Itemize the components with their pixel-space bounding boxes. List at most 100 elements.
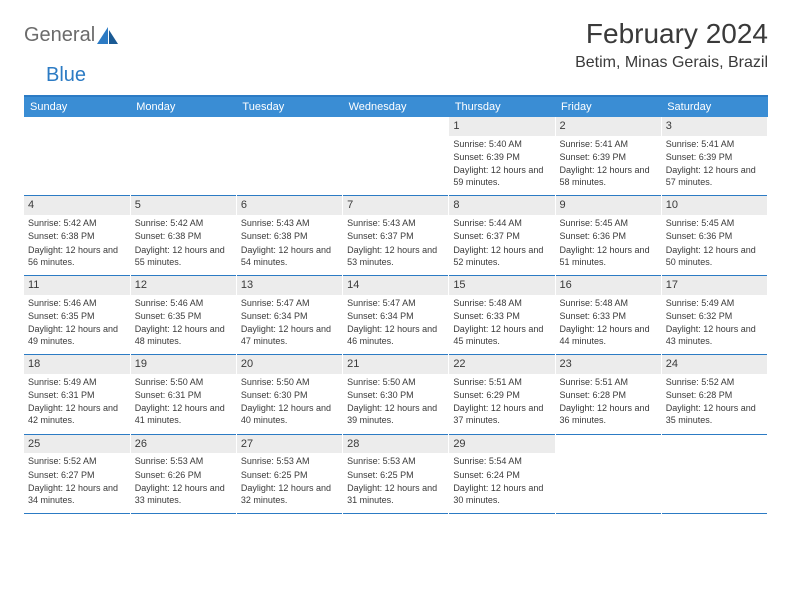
day-header: Monday bbox=[130, 96, 236, 117]
sunrise-text: Sunrise: 5:51 AM bbox=[453, 376, 550, 388]
sunset-text: Sunset: 6:32 PM bbox=[666, 310, 763, 322]
calendar-cell: 3 Sunrise: 5:41 AMSunset: 6:39 PMDaylight… bbox=[661, 117, 767, 196]
sunset-text: Sunset: 6:34 PM bbox=[241, 310, 338, 322]
sunrise-text: Sunrise: 5:52 AM bbox=[666, 376, 763, 388]
daylight-text: Daylight: 12 hours and 32 minutes. bbox=[241, 482, 338, 506]
sunrise-text: Sunrise: 5:51 AM bbox=[560, 376, 657, 388]
calendar-cell: 4Sunrise: 5:42 AMSunset: 6:38 PMDaylight… bbox=[24, 196, 130, 275]
day-header: Saturday bbox=[661, 96, 767, 117]
calendar-cell: 15Sunrise: 5:48 AMSunset: 6:33 PMDayligh… bbox=[449, 275, 555, 354]
day-number: 5 bbox=[131, 196, 236, 215]
calendar-cell: 16 Sunrise: 5:48 AMSunset: 6:33 PMDayligh… bbox=[555, 275, 661, 354]
sunrise-text: Sunrise: 5:53 AM bbox=[135, 455, 232, 467]
calendar-cell bbox=[555, 434, 661, 513]
calendar-cell: 28Sunrise: 5:53 AMSunset: 6:25 PMDayligh… bbox=[343, 434, 449, 513]
day-number: 15 bbox=[449, 276, 554, 295]
cell-details: Sunrise: 5:41 AMSunset: 6:39 PMDaylight:… bbox=[666, 138, 763, 189]
daylight-text: Daylight: 12 hours and 45 minutes. bbox=[453, 323, 550, 347]
calendar-cell: 2Sunrise: 5:41 AMSunset: 6:39 PMDaylight… bbox=[555, 117, 661, 196]
calendar-cell: 7Sunrise: 5:43 AMSunset: 6:37 PMDaylight… bbox=[343, 196, 449, 275]
calendar-page: General February 2024 Betim, Minas Gerai… bbox=[0, 0, 792, 532]
sunset-text: Sunset: 6:30 PM bbox=[241, 389, 338, 401]
daylight-text: Daylight: 12 hours and 48 minutes. bbox=[135, 323, 232, 347]
day-number: 11 bbox=[24, 276, 130, 295]
daylight-text: Daylight: 12 hours and 56 minutes. bbox=[28, 244, 126, 268]
daylight-text: Daylight: 12 hours and 39 minutes. bbox=[347, 402, 444, 426]
logo: General bbox=[24, 24, 121, 47]
day-number: 26 bbox=[131, 435, 236, 454]
sunset-text: Sunset: 6:36 PM bbox=[560, 230, 657, 242]
day-number: 6 bbox=[237, 196, 342, 215]
cell-details: Sunrise: 5:44 AMSunset: 6:37 PMDaylight:… bbox=[453, 217, 550, 268]
sunrise-text: Sunrise: 5:41 AM bbox=[666, 138, 763, 150]
calendar-cell: 11Sunrise: 5:46 AMSunset: 6:35 PMDayligh… bbox=[24, 275, 130, 354]
cell-details: Sunrise: 5:47 AMSunset: 6:34 PMDaylight:… bbox=[347, 297, 444, 348]
title-block: February 2024 Betim, Minas Gerais, Brazi… bbox=[575, 18, 768, 72]
sunset-text: Sunset: 6:25 PM bbox=[347, 469, 444, 481]
cell-details: Sunrise: 5:42 AMSunset: 6:38 PMDaylight:… bbox=[135, 217, 232, 268]
sunrise-text: Sunrise: 5:47 AM bbox=[347, 297, 444, 309]
calendar-cell: 6 Sunrise: 5:43 AMSunset: 6:38 PMDaylight… bbox=[236, 196, 342, 275]
calendar-cell: 13Sunrise: 5:47 AMSunset: 6:34 PMDayligh… bbox=[236, 275, 342, 354]
daylight-text: Daylight: 12 hours and 54 minutes. bbox=[241, 244, 338, 268]
day-number: 16 bbox=[556, 276, 661, 295]
cell-details: Sunrise: 5:53 AMSunset: 6:26 PMDaylight:… bbox=[135, 455, 232, 506]
calendar-week: 1Sunrise: 5:40 AMSunset: 6:39 PMDaylight… bbox=[24, 117, 768, 196]
day-number: 14 bbox=[343, 276, 448, 295]
location-text: Betim, Minas Gerais, Brazil bbox=[575, 54, 768, 72]
sunrise-text: Sunrise: 5:44 AM bbox=[453, 217, 550, 229]
day-number: 27 bbox=[237, 435, 342, 454]
sunset-text: Sunset: 6:39 PM bbox=[453, 151, 550, 163]
calendar-table: SundayMondayTuesdayWednesdayThursdayFrid… bbox=[24, 95, 768, 514]
daylight-text: Daylight: 12 hours and 46 minutes. bbox=[347, 323, 444, 347]
sunset-text: Sunset: 6:31 PM bbox=[28, 389, 126, 401]
calendar-week: 18 Sunrise: 5:49 AMSunset: 6:31 PMDayligh… bbox=[24, 355, 768, 434]
calendar-cell: 29Sunrise: 5:54 AMSunset: 6:24 PMDayligh… bbox=[449, 434, 555, 513]
calendar-cell: 24Sunrise: 5:52 AMSunset: 6:28 PMDayligh… bbox=[661, 355, 767, 434]
cell-details: Sunrise: 5:43 AMSunset: 6:38 PMDaylight:… bbox=[241, 217, 338, 268]
day-header: Thursday bbox=[449, 96, 555, 117]
sunset-text: Sunset: 6:24 PM bbox=[453, 469, 550, 481]
sunrise-text: Sunrise: 5:52 AM bbox=[28, 455, 126, 467]
calendar-cell: 20Sunrise: 5:50 AMSunset: 6:30 PMDayligh… bbox=[236, 355, 342, 434]
day-number: 3 bbox=[662, 117, 767, 136]
sunrise-text: Sunrise: 5:48 AM bbox=[560, 297, 657, 309]
sunrise-text: Sunrise: 5:46 AM bbox=[28, 297, 126, 309]
sunrise-text: Sunrise: 5:49 AM bbox=[666, 297, 763, 309]
day-number: 22 bbox=[449, 355, 554, 374]
cell-details: Sunrise: 5:48 AMSunset: 6:33 PMDaylight:… bbox=[560, 297, 657, 348]
sunrise-text: Sunrise: 5:53 AM bbox=[347, 455, 444, 467]
daylight-text: Daylight: 12 hours and 41 minutes. bbox=[135, 402, 232, 426]
day-number: 13 bbox=[237, 276, 342, 295]
sunset-text: Sunset: 6:36 PM bbox=[666, 230, 763, 242]
sunrise-text: Sunrise: 5:43 AM bbox=[241, 217, 338, 229]
calendar-head: SundayMondayTuesdayWednesdayThursdayFrid… bbox=[24, 96, 768, 117]
sunrise-text: Sunrise: 5:50 AM bbox=[347, 376, 444, 388]
calendar-cell bbox=[236, 117, 342, 196]
day-number: 24 bbox=[662, 355, 767, 374]
calendar-cell: 18 Sunrise: 5:49 AMSunset: 6:31 PMDayligh… bbox=[24, 355, 130, 434]
day-header-row: SundayMondayTuesdayWednesdayThursdayFrid… bbox=[24, 96, 768, 117]
day-number: 29 bbox=[449, 435, 554, 454]
day-number: 7 bbox=[343, 196, 448, 215]
daylight-text: Daylight: 12 hours and 42 minutes. bbox=[28, 402, 126, 426]
calendar-cell: 21Sunrise: 5:50 AMSunset: 6:30 PMDayligh… bbox=[343, 355, 449, 434]
daylight-text: Daylight: 12 hours and 40 minutes. bbox=[241, 402, 338, 426]
cell-details: Sunrise: 5:53 AMSunset: 6:25 PMDaylight:… bbox=[347, 455, 444, 506]
day-number: 18 bbox=[24, 355, 130, 374]
daylight-text: Daylight: 12 hours and 36 minutes. bbox=[560, 402, 657, 426]
cell-details: Sunrise: 5:49 AMSunset: 6:31 PMDaylight:… bbox=[28, 376, 126, 427]
cell-details: Sunrise: 5:51 AMSunset: 6:28 PMDaylight:… bbox=[560, 376, 657, 427]
cell-details: Sunrise: 5:53 AMSunset: 6:25 PMDaylight:… bbox=[241, 455, 338, 506]
sunset-text: Sunset: 6:34 PM bbox=[347, 310, 444, 322]
day-header: Wednesday bbox=[343, 96, 449, 117]
calendar-cell: 27Sunrise: 5:53 AMSunset: 6:25 PMDayligh… bbox=[236, 434, 342, 513]
cell-details: Sunrise: 5:52 AMSunset: 6:27 PMDaylight:… bbox=[28, 455, 126, 506]
sunset-text: Sunset: 6:25 PM bbox=[241, 469, 338, 481]
calendar-week: 11Sunrise: 5:46 AMSunset: 6:35 PMDayligh… bbox=[24, 275, 768, 354]
calendar-cell bbox=[343, 117, 449, 196]
calendar-week: 25Sunrise: 5:52 AMSunset: 6:27 PMDayligh… bbox=[24, 434, 768, 513]
calendar-cell: 14 Sunrise: 5:47 AMSunset: 6:34 PMDayligh… bbox=[343, 275, 449, 354]
daylight-text: Daylight: 12 hours and 57 minutes. bbox=[666, 164, 763, 188]
calendar-cell: 26Sunrise: 5:53 AMSunset: 6:26 PMDayligh… bbox=[130, 434, 236, 513]
